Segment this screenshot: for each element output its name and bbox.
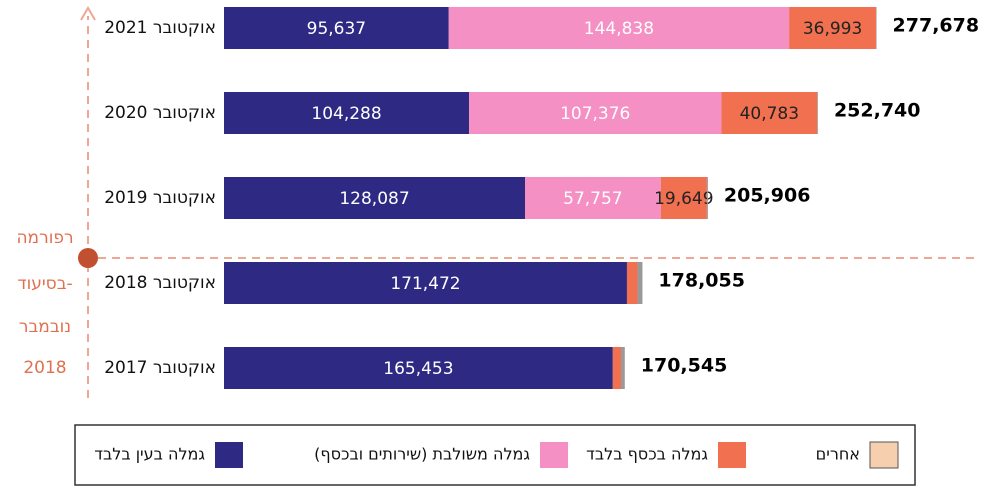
category-label: אוקטובר 2021 — [104, 18, 216, 38]
bar-segment — [626, 262, 638, 304]
value-label: 57,757 — [563, 189, 622, 209]
bar-segment — [621, 347, 625, 389]
value-label: 19,649 — [654, 189, 713, 209]
value-label: 107,376 — [560, 104, 630, 124]
bar-segment — [612, 347, 622, 389]
annotation: נובמבר — [19, 317, 71, 337]
bar-segment — [224, 177, 526, 219]
value-label: 104,288 — [311, 104, 381, 124]
value-label: 95,637 — [307, 19, 366, 39]
category-label: אוקטובר 2017 — [104, 358, 216, 378]
value-label: 144,838 — [584, 19, 654, 39]
total-label: 205,906 — [724, 185, 811, 207]
total-label: 277,678 — [893, 15, 980, 37]
value-label: 40,783 — [740, 104, 799, 124]
legend-swatch — [869, 441, 899, 469]
legend-swatch — [215, 442, 243, 468]
legend-swatch — [718, 442, 746, 468]
category-label: אוקטובר 2020 — [104, 103, 216, 123]
value-label: 128,087 — [339, 189, 409, 209]
total-label: 252,740 — [834, 100, 921, 122]
time-arrow — [80, 6, 96, 21]
annotation: 2018 — [23, 358, 66, 378]
bar-segment — [224, 7, 449, 49]
annotation: רפורמה — [16, 228, 73, 248]
value-label: 36,993 — [803, 19, 862, 39]
total-label: 170,545 — [641, 355, 728, 377]
total-label: 178,055 — [658, 270, 745, 292]
annotation: בסיעוד- — [17, 274, 72, 294]
value-label: 171,472 — [390, 274, 460, 294]
bar-segment — [721, 92, 818, 134]
bar-segment — [224, 347, 613, 389]
bar-segment — [706, 177, 708, 219]
bar-segment — [224, 262, 627, 304]
legend-box — [74, 424, 916, 486]
bar-segment — [224, 92, 470, 134]
bar-segment — [448, 7, 790, 49]
bar-segment — [817, 92, 818, 134]
bar-segment — [525, 177, 661, 219]
bar-segment — [469, 92, 722, 134]
legend-label: גמלה משולבת (שירותים ובכסף) — [314, 445, 530, 464]
value-label: 165,453 — [383, 359, 453, 379]
legend-swatch — [540, 442, 568, 468]
category-label: אוקטובר 2019 — [104, 188, 216, 208]
legend-label: גמלה בכסף בלבד — [586, 445, 708, 464]
reform-marker — [78, 248, 98, 268]
legend-label: גמלה בעין בלבד — [94, 445, 205, 464]
legend-label: אחרים — [816, 445, 860, 464]
bar-segment — [637, 262, 643, 304]
category-label: אוקטובר 2018 — [104, 273, 216, 293]
bar-segment — [789, 7, 877, 49]
bar-segment — [660, 177, 707, 219]
